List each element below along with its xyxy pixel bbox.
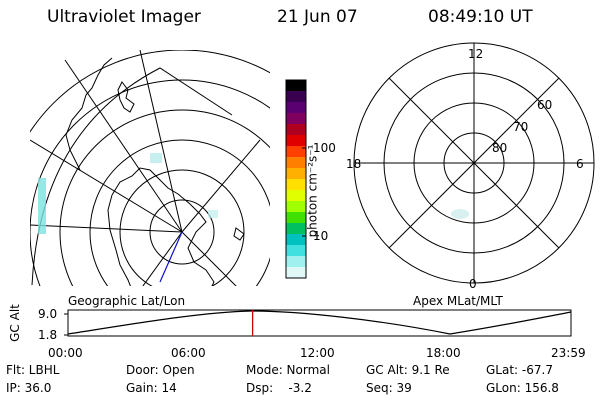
time-tick-1: 06:00 (171, 346, 206, 360)
colorbar-band (286, 113, 306, 125)
colorbar-band (286, 212, 306, 224)
mlt-label-12: 12 (468, 47, 484, 61)
mlat-label-70: 70 (513, 120, 529, 134)
altitude-panel (64, 309, 572, 337)
colorbar-band (286, 91, 306, 103)
colorbar-band (286, 256, 306, 268)
polar-plot (353, 42, 595, 284)
info-gc-alt: GC Alt: 9.1 Re (366, 363, 450, 377)
info-door: Door: Open (126, 363, 195, 377)
date-label: 21 Jun 07 (277, 7, 358, 27)
colorbar-band (286, 146, 306, 158)
colorbar-band (286, 201, 306, 213)
info-seq: Seq: 39 (366, 381, 412, 395)
colorbar-band (286, 190, 306, 202)
geographic-coord-label: Geographic Lat/Lon (68, 294, 186, 308)
info-glat: GLat: -67.7 (486, 363, 553, 377)
colorbar-band (286, 168, 306, 180)
colorbar-unit-label: photon cm⁻²s⁻¹ (305, 144, 320, 238)
time-tick-3: 18:00 (426, 346, 461, 360)
altitude-ylabel: GC Alt (7, 304, 22, 342)
colorbar-band (286, 80, 306, 92)
mlt-label-18: 18 (346, 157, 362, 171)
colorbar-band (286, 135, 306, 147)
altitude-frame (67, 309, 572, 337)
info-filter: Flt: LBHL (6, 363, 60, 377)
colorbar-band (286, 157, 306, 169)
mlt-label-6: 6 (576, 157, 584, 171)
altitude-ytick-label-bottom: 1.8 (38, 328, 58, 342)
info-mode: Mode: Normal (246, 363, 330, 377)
colorbar (286, 80, 306, 279)
colorbar-band (286, 124, 306, 136)
colorbar-band (286, 245, 306, 257)
colorbar-label-10: 10 (313, 229, 329, 243)
time-label: 08:49:10 UT (428, 7, 533, 27)
mlat-label-80: 80 (492, 141, 508, 155)
apex-coord-label: Apex MLat/MLT (413, 294, 503, 308)
geographic-map (30, 50, 270, 286)
instrument-title: Ultraviolet Imager (47, 7, 201, 27)
info-glon: GLon: 156.8 (486, 381, 559, 395)
colorbar-band (286, 267, 306, 279)
colorbar-label-100: 100 (313, 141, 336, 155)
colorbar-band (286, 102, 306, 114)
time-tick-4: 23:59 (551, 346, 586, 360)
altitude-ytick-label-top: 9.0 (38, 307, 58, 321)
mlt-label-0: 0 (469, 277, 477, 291)
info-ip: IP: 36.0 (6, 381, 52, 395)
mlat-label-60: 60 (537, 98, 553, 112)
info-dsp: Dsp: -3.2 (246, 381, 312, 395)
altitude-curve (67, 310, 572, 335)
colorbar-band (286, 234, 306, 246)
colorbar-frame (285, 79, 307, 279)
colorbar-band (286, 223, 306, 235)
time-tick-2: 12:00 (300, 346, 335, 360)
colorbar-band (286, 179, 306, 191)
info-gain: Gain: 14 (126, 381, 177, 395)
time-tick-0: 00:00 (48, 346, 83, 360)
